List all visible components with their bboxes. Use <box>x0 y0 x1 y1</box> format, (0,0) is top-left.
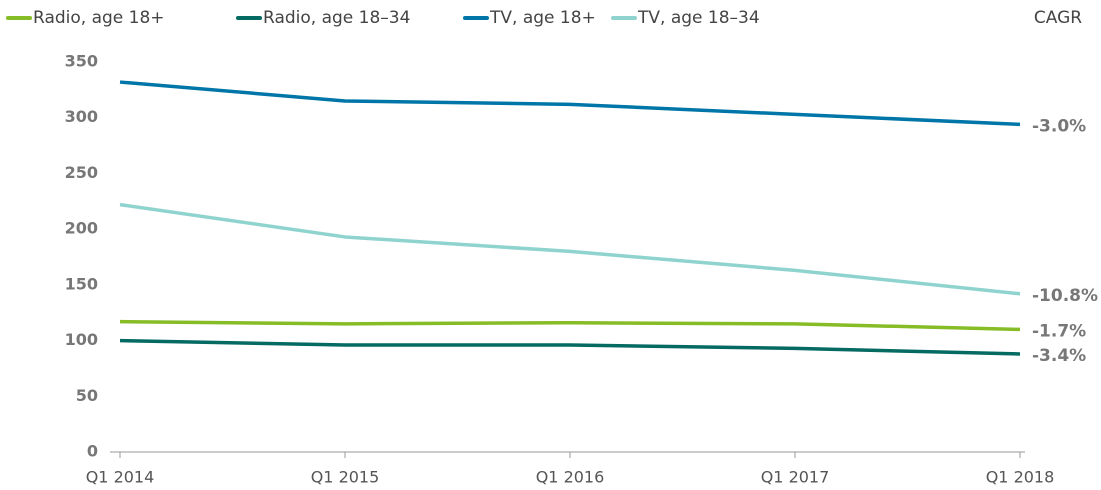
x-tick-label: Q1 2016 <box>536 468 605 487</box>
legend-label: TV, age 18–34 <box>637 8 760 28</box>
series-line <box>119 338 1021 356</box>
cagr-label: -10.8% <box>1032 286 1098 306</box>
cagr-label: -1.7% <box>1032 321 1086 341</box>
series-line <box>119 319 1021 332</box>
y-tick-label: 0 <box>87 442 98 461</box>
y-tick-label: 150 <box>65 274 98 293</box>
x-tick-label: Q1 2014 <box>86 468 155 487</box>
y-tick-label: 50 <box>76 386 98 405</box>
legend-label: TV, age 18+ <box>489 8 596 28</box>
y-tick-label: 250 <box>65 163 98 182</box>
y-tick-label: 350 <box>65 52 98 71</box>
series-line <box>119 80 1021 127</box>
cagr-label: -3.0% <box>1032 116 1086 136</box>
legend-label: Radio, age 18–34 <box>263 8 410 28</box>
legend-label: Radio, age 18+ <box>33 8 165 28</box>
x-tick-label: Q1 2015 <box>311 468 380 487</box>
y-tick-label: 100 <box>65 330 98 349</box>
cagr-label: -3.4% <box>1032 346 1086 366</box>
y-tick-label: 200 <box>65 219 98 238</box>
series-line <box>119 202 1021 296</box>
x-tick-label: Q1 2018 <box>986 468 1055 487</box>
x-tick-label: Q1 2017 <box>761 468 830 487</box>
y-tick-label: 300 <box>65 107 98 126</box>
end-label-title: CAGR <box>1034 8 1082 28</box>
